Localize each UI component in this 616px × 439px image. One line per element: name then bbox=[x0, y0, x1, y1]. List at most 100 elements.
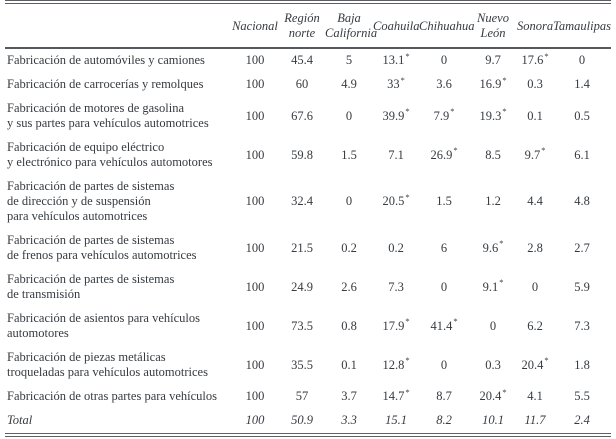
table-row: Fabricación de equipo eléctrico y electr… bbox=[5, 136, 611, 175]
value-cell: 14.7* bbox=[382, 386, 410, 403]
footnote-marker: * bbox=[499, 277, 504, 288]
table-row: Fabricación de automóviles y camiones 100… bbox=[5, 48, 611, 73]
value-cell: 33* bbox=[387, 74, 405, 91]
table-body: Fabricación de automóviles y camiones 100… bbox=[5, 48, 611, 435]
header-row: Nacional Región norte Baja California Co… bbox=[5, 2, 611, 48]
row-label: Fabricación de automóviles y camiones bbox=[7, 53, 205, 67]
value-cell: 100 bbox=[245, 357, 265, 372]
value-cell: 4.9 bbox=[341, 77, 357, 91]
value-cell: 8.5 bbox=[485, 147, 501, 162]
value-cell: 0.8 bbox=[341, 318, 357, 333]
row-label: Fabricación de partes de sistemas de tra… bbox=[7, 272, 175, 301]
value-cell: 4.4 bbox=[527, 194, 543, 208]
column-header-nuevo-leon: Nuevo León bbox=[477, 11, 509, 40]
table-row: Fabricación de asientos para vehículos a… bbox=[5, 307, 611, 346]
table-header: Nacional Región norte Baja California Co… bbox=[5, 2, 611, 48]
table-row: Fabricación de piezas metálicas troquela… bbox=[5, 346, 611, 385]
value-cell: 0.1 bbox=[341, 357, 357, 372]
row-label: Fabricación de carrocerías y remolques bbox=[7, 77, 204, 91]
value-cell: 100 bbox=[245, 77, 265, 91]
value-cell: 73.5 bbox=[291, 318, 313, 333]
value-cell: 20.4* bbox=[479, 386, 507, 403]
value-cell: 100 bbox=[245, 389, 265, 403]
column-header-nacional: Nacional bbox=[232, 18, 278, 33]
footnote-marker: * bbox=[502, 386, 507, 397]
value-cell: 0.3 bbox=[527, 77, 543, 91]
value-cell: 3.3 bbox=[341, 413, 357, 427]
value-cell: 100 bbox=[245, 279, 265, 294]
value-cell: 32.4 bbox=[291, 194, 313, 208]
column-header-coahuila: Coahuila bbox=[373, 18, 420, 33]
value-cell: 1.2 bbox=[485, 194, 501, 208]
footnote-marker: * bbox=[405, 386, 410, 397]
value-cell: 7.3 bbox=[388, 279, 404, 294]
footnote-marker: * bbox=[544, 50, 549, 61]
column-header-sonora: Sonora bbox=[517, 18, 554, 33]
value-cell: 67.6 bbox=[291, 108, 313, 123]
value-cell: 19.3* bbox=[479, 106, 507, 123]
value-cell: 7.1 bbox=[388, 147, 404, 162]
value-cell: 1.4 bbox=[574, 77, 590, 91]
table-row: Fabricación de partes de sistemas de dir… bbox=[5, 175, 611, 229]
value-cell: 0.5 bbox=[574, 108, 590, 123]
value-cell: 9.6* bbox=[482, 238, 504, 255]
value-cell: 6.2 bbox=[527, 318, 543, 333]
table-row: Fabricación de otras partes para vehícul… bbox=[5, 385, 611, 409]
value-cell: 5.5 bbox=[574, 389, 590, 403]
value-cell: 21.5 bbox=[291, 240, 313, 255]
regional-manufacturing-table: Nacional Región norte Baja California Co… bbox=[5, 0, 611, 437]
value-cell: 6.1 bbox=[574, 147, 590, 162]
row-label: Fabricación de piezas metálicas troquela… bbox=[7, 350, 208, 379]
value-cell: 100 bbox=[245, 318, 265, 333]
value-cell: 11.7 bbox=[524, 413, 546, 427]
footnote-marker: * bbox=[450, 106, 455, 117]
value-cell: 0 bbox=[531, 279, 539, 294]
value-cell: 7.9* bbox=[433, 106, 455, 123]
footnote-marker: * bbox=[541, 145, 546, 156]
value-cell: 9.7 bbox=[485, 53, 501, 67]
value-cell: 0.2 bbox=[388, 240, 404, 255]
value-cell: 5.9 bbox=[574, 279, 590, 294]
value-cell: 4.8 bbox=[574, 194, 590, 208]
value-cell: 0 bbox=[578, 53, 586, 67]
value-cell: 1.5 bbox=[341, 147, 357, 162]
footnote-marker: * bbox=[502, 106, 507, 117]
value-cell: 50.9 bbox=[291, 413, 313, 427]
total-row: Total 100 50.9 3.3 15.1 8.2 10.1 11.7 2.4 bbox=[5, 409, 611, 435]
footnote-marker: * bbox=[453, 316, 458, 327]
footnote-marker: * bbox=[405, 191, 410, 202]
value-cell: 6 bbox=[440, 240, 448, 255]
row-label: Fabricación de motores de gasolina y sus… bbox=[7, 101, 209, 130]
table-row: Fabricación de partes de sistemas de fre… bbox=[5, 229, 611, 268]
row-label: Fabricación de equipo eléctrico y electr… bbox=[7, 140, 213, 169]
value-cell: 9.7* bbox=[524, 145, 546, 162]
value-cell: 41.4* bbox=[430, 316, 458, 333]
value-cell: 35.5 bbox=[291, 357, 313, 372]
value-cell: 57 bbox=[295, 389, 309, 403]
value-cell: 2.7 bbox=[574, 240, 590, 255]
value-cell: 20.4* bbox=[521, 355, 549, 372]
value-cell: 100 bbox=[245, 240, 265, 255]
value-cell: 17.6* bbox=[521, 50, 549, 67]
value-cell: 15.1 bbox=[385, 413, 407, 427]
value-cell: 7.3 bbox=[574, 318, 590, 333]
value-cell: 0 bbox=[489, 318, 497, 333]
value-cell: 0 bbox=[440, 53, 448, 67]
value-cell: 2.6 bbox=[341, 279, 357, 294]
value-cell: 100 bbox=[245, 147, 265, 162]
value-cell: 1.8 bbox=[574, 357, 590, 372]
footnote-marker: * bbox=[544, 355, 549, 366]
value-cell: 59.8 bbox=[291, 147, 313, 162]
column-header-region-norte: Región norte bbox=[284, 11, 320, 40]
value-cell: 0 bbox=[440, 357, 448, 372]
value-cell: 17.9* bbox=[382, 316, 410, 333]
value-cell: 0 bbox=[345, 108, 353, 123]
value-cell: 1.5 bbox=[436, 194, 452, 208]
column-header-tamaulipas: Tamaulipas bbox=[553, 18, 611, 33]
value-cell: 24.9 bbox=[291, 279, 313, 294]
row-label: Total bbox=[7, 413, 33, 427]
column-header-chihuahua: Chihuahua bbox=[419, 18, 475, 33]
value-cell: 39.9* bbox=[382, 106, 410, 123]
value-cell: 2.4 bbox=[574, 413, 590, 427]
